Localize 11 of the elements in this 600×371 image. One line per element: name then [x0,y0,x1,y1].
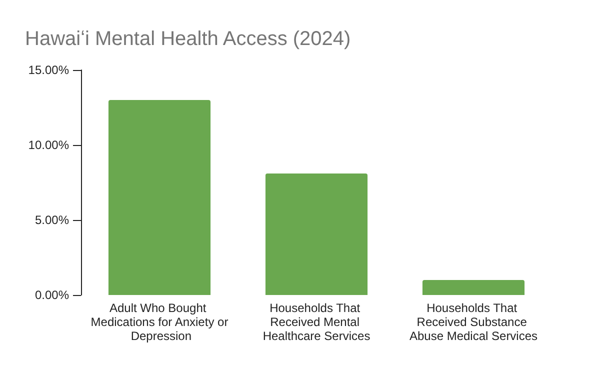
x-tick-label: Adult Who Bought Medications for Anxiety or Depression [90,301,228,343]
bar [265,174,368,295]
x-tick-label: Households That Received Mental Healthcare Services [262,301,370,343]
bar [422,280,525,295]
x-tick-label: Households That Received Substance Abuse Medical Services [409,301,538,343]
y-tick-label: 0.00% [34,288,70,302]
y-tick-label: 15.00% [28,63,70,77]
y-tick-label: 5.00% [34,213,70,227]
chart-title: Hawaiʻi Mental Health Access (2024) [25,28,351,50]
bar [108,100,211,295]
y-tick-label: 10.00% [28,138,70,152]
